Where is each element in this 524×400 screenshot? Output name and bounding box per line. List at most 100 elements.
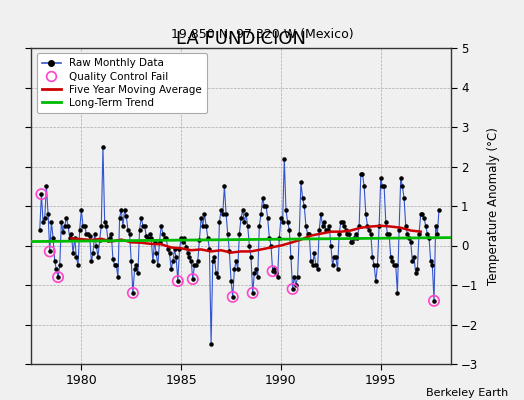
Point (367, 230, 375, 237)
Point (132, 262, 140, 268)
Point (47, 218, 56, 225)
Point (99, 144, 107, 150)
Point (326, 242, 335, 249)
Text: Berkeley Earth: Berkeley Earth (426, 388, 508, 398)
Point (390, 262, 398, 268)
Point (298, 195, 307, 201)
Point (336, 218, 345, 225)
Point (373, 262, 381, 268)
Point (227, 278, 235, 284)
Point (287, 254, 295, 260)
Point (159, 230, 167, 237)
Point (435, 207, 443, 213)
Point (237, 215, 245, 221)
Point (401, 222, 410, 229)
Point (377, 175, 385, 182)
Point (62, 215, 71, 221)
Point (169, 258, 177, 264)
Point (189, 276, 197, 282)
Point (362, 211, 370, 217)
Point (427, 258, 435, 264)
Point (387, 254, 395, 260)
Point (262, 203, 270, 209)
Point (411, 270, 420, 276)
Point (79, 222, 87, 229)
Point (122, 213, 130, 219)
Point (430, 298, 438, 304)
Point (293, 274, 302, 280)
Point (391, 262, 400, 268)
Text: 19.850 N, 97.320 W (Mexico): 19.850 N, 97.320 W (Mexico) (171, 28, 353, 41)
Point (124, 226, 132, 233)
Point (129, 290, 137, 296)
Point (383, 230, 391, 237)
Point (59, 228, 67, 235)
Point (343, 230, 352, 237)
Point (145, 230, 154, 237)
Point (228, 294, 237, 300)
Point (417, 211, 425, 217)
Point (101, 218, 109, 225)
Point (77, 207, 85, 213)
Point (250, 270, 258, 276)
Point (413, 266, 421, 272)
Point (300, 203, 309, 209)
Point (355, 222, 363, 229)
Point (430, 298, 438, 304)
Point (172, 254, 180, 260)
Point (275, 234, 283, 241)
Point (42, 183, 51, 190)
Point (152, 250, 160, 257)
Point (220, 183, 228, 190)
Point (388, 258, 397, 264)
Point (425, 234, 433, 241)
Point (179, 238, 187, 245)
Point (102, 222, 111, 229)
Point (202, 222, 210, 229)
Point (82, 230, 91, 237)
Point (265, 234, 274, 241)
Point (176, 246, 184, 253)
Point (353, 234, 362, 241)
Point (274, 274, 282, 280)
Point (147, 234, 156, 241)
Point (380, 183, 388, 190)
Point (50, 258, 59, 264)
Point (277, 215, 285, 221)
Point (105, 234, 114, 241)
Point (313, 266, 322, 272)
Point (302, 222, 310, 229)
Point (257, 211, 265, 217)
Point (280, 155, 289, 162)
Point (91, 230, 99, 237)
Point (270, 266, 279, 272)
Point (330, 254, 339, 260)
Point (258, 195, 267, 201)
Point (71, 234, 79, 241)
Point (232, 258, 240, 264)
Point (339, 218, 347, 225)
Point (408, 258, 417, 264)
Point (310, 250, 319, 257)
Point (72, 254, 81, 260)
Point (248, 290, 257, 296)
Point (403, 230, 411, 237)
Point (260, 203, 268, 209)
Legend: Raw Monthly Data, Quality Control Fail, Five Year Moving Average, Long-Term Tren: Raw Monthly Data, Quality Control Fail, … (37, 53, 207, 113)
Point (292, 282, 300, 288)
Point (163, 246, 172, 253)
Point (89, 250, 97, 257)
Point (81, 222, 89, 229)
Point (332, 254, 340, 260)
Point (222, 211, 230, 217)
Point (423, 230, 432, 237)
Point (248, 290, 257, 296)
Point (385, 230, 394, 237)
Point (195, 236, 204, 243)
Point (94, 254, 102, 260)
Point (360, 183, 368, 190)
Point (225, 248, 234, 255)
Point (295, 230, 303, 237)
Point (203, 234, 212, 241)
Point (37, 191, 46, 197)
